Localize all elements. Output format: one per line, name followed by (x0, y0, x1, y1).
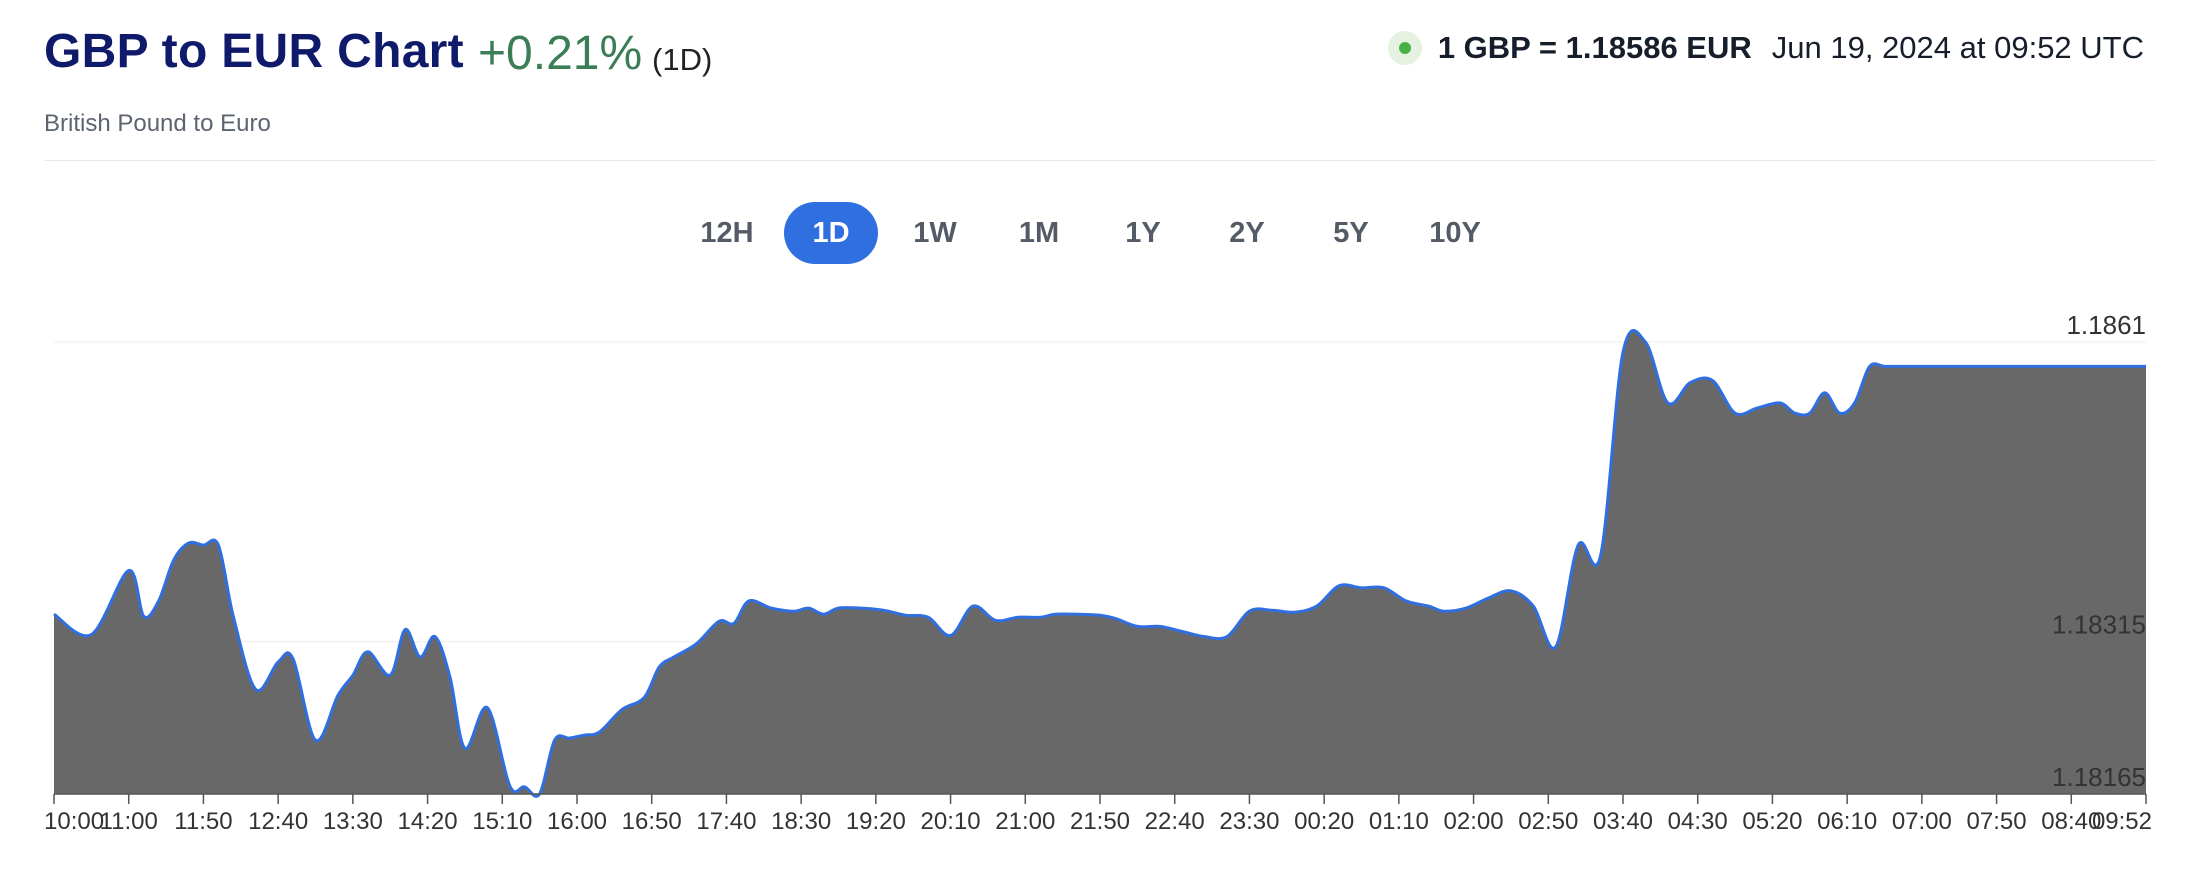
x-tick-label: 10:00 (44, 808, 104, 835)
x-tick-label: 06:10 (1817, 808, 1877, 835)
x-tick-label: 12:40 (248, 808, 308, 835)
tab-10y[interactable]: 10Y (1429, 216, 1481, 249)
x-tick-label: 05:20 (1742, 808, 1802, 835)
x-tick-label: 02:00 (1444, 808, 1504, 835)
change-period: (1D) (652, 42, 713, 77)
x-tick-label: 21:00 (995, 808, 1055, 835)
tab-1d[interactable]: 1D (784, 202, 878, 264)
x-tick-label: 07:50 (1967, 808, 2027, 835)
page-subtitle: British Pound to Euro (44, 110, 271, 137)
x-tick-label: 11:00 (100, 808, 158, 835)
x-tick-label: 01:10 (1369, 808, 1429, 835)
x-tick-label: 23:30 (1219, 808, 1279, 835)
tab-2y[interactable]: 2Y (1229, 216, 1265, 249)
x-tick-label: 08:40 (2041, 808, 2101, 835)
rate-timestamp: Jun 19, 2024 at 09:52 UTC (1771, 30, 2144, 65)
x-tick-label: 17:40 (696, 808, 756, 835)
y-tick-label: 1.18165 (2052, 762, 2146, 792)
x-tick-label: 00:20 (1294, 808, 1354, 835)
y-tick-label: 1.18315 (2052, 610, 2146, 640)
x-tick-label: 16:00 (547, 808, 607, 835)
x-tick-label: 07:00 (1892, 808, 1952, 835)
tab-1w[interactable]: 1W (913, 216, 957, 249)
tab-5y[interactable]: 5Y (1333, 216, 1369, 249)
header-divider (44, 160, 2156, 161)
page-title: GBP to EUR Chart (44, 25, 464, 78)
live-rate: 1 GBP = 1.18586 EUR Jun 19, 2024 at 09:5… (1387, 30, 2144, 66)
range-tabs: 12H 1D 1W 1M 1Y 2Y 5Y 10Y (680, 202, 1502, 264)
live-status-icon (1387, 31, 1422, 65)
tab-12h[interactable]: 12H (700, 216, 754, 249)
x-tick-label: 22:40 (1145, 808, 1205, 835)
rate-area (54, 330, 2146, 797)
x-tick-label: 13:30 (323, 808, 383, 835)
x-tick-label: 16:50 (622, 808, 682, 835)
x-tick-label: 04:30 (1668, 808, 1728, 835)
x-tick-label: 18:30 (771, 808, 831, 835)
x-tick-label: 03:40 (1593, 808, 1653, 835)
x-tick-label: 21:50 (1070, 808, 1130, 835)
x-tick-label: 19:20 (846, 808, 906, 835)
x-tick-label: 14:20 (398, 808, 458, 835)
x-tick-label: 02:50 (1518, 808, 1578, 835)
x-tick-label: 15:10 (472, 808, 532, 835)
y-tick-label: 1.1861 (2066, 310, 2146, 340)
x-tick-label: 09:52 (2092, 808, 2152, 835)
change-percent: +0.21% (478, 27, 643, 80)
x-tick-label: 20:10 (921, 808, 981, 835)
rate-value: 1 GBP = 1.18586 EUR (1437, 30, 1752, 65)
tab-1y[interactable]: 1Y (1125, 216, 1161, 249)
x-tick-label: 11:50 (174, 808, 232, 835)
rate-line (53, 328, 2146, 798)
tab-1m[interactable]: 1M (1018, 216, 1060, 249)
